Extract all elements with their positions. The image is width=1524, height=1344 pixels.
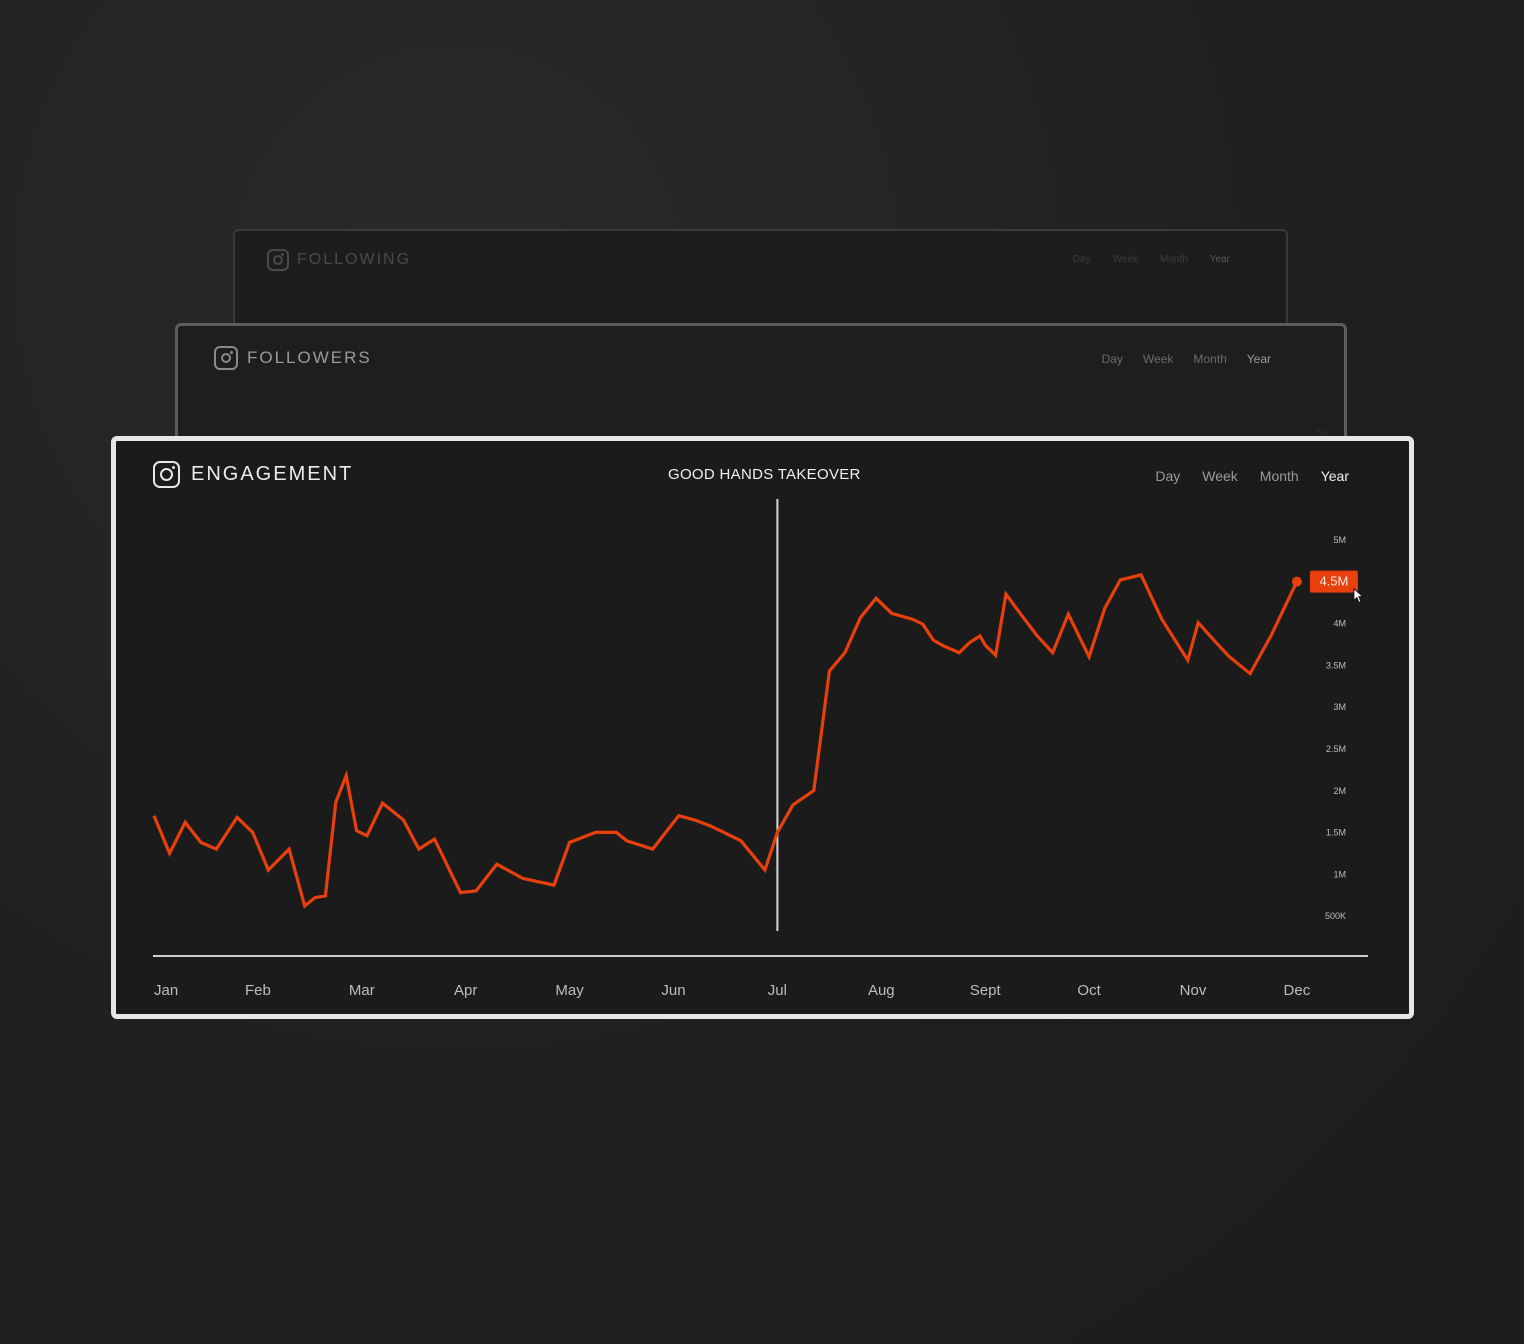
y-tick-label: 3M bbox=[1333, 702, 1346, 712]
engagement-range-selector[interactable]: Day Week Month Year bbox=[1155, 468, 1349, 484]
following-range-day[interactable]: Day bbox=[1072, 254, 1091, 265]
x-tick-label: Jun bbox=[661, 982, 685, 999]
following-range-week[interactable]: Week bbox=[1112, 254, 1138, 265]
engagement-range-year[interactable]: Year bbox=[1320, 468, 1349, 484]
y-tick-label: 3.5M bbox=[1326, 660, 1346, 670]
x-tick-label: Feb bbox=[245, 982, 271, 999]
followers-range-week[interactable]: Week bbox=[1142, 352, 1174, 366]
followers-range-selector[interactable]: Day Week Month Year bbox=[1102, 352, 1271, 366]
followers-range-day[interactable]: Day bbox=[1101, 352, 1123, 366]
y-tick-label: 5M bbox=[1333, 535, 1346, 545]
y-tick-label: 2.5M bbox=[1326, 744, 1346, 754]
x-tick-label: Aug bbox=[868, 982, 895, 999]
y-tick-label: 1.5M bbox=[1326, 828, 1346, 838]
y-tick-label: 2M bbox=[1333, 786, 1346, 796]
engagement-header: ENGAGEMENT bbox=[153, 461, 353, 488]
endpoint-marker bbox=[1291, 576, 1302, 587]
y-tick-label: 1M bbox=[1333, 869, 1346, 879]
x-tick-label: Mar bbox=[349, 982, 375, 999]
following-range-selector[interactable]: Day Week Month Year bbox=[1073, 254, 1230, 265]
followers-title: FOLLOWERS bbox=[247, 348, 372, 367]
chart-layer: Jan Feb Mar Apr May Jun Jul Aug Sept Oct Nov Dec 5M 4… bbox=[152, 499, 1368, 999]
x-tick-label: Jan bbox=[154, 982, 178, 999]
engagement-range-day[interactable]: Day bbox=[1155, 468, 1181, 484]
engagement-chart: Jan Feb Mar Apr May Jun Jul Aug Sept Oct Nov Dec 5M 4… bbox=[152, 499, 1368, 999]
pointer-cursor-icon bbox=[1353, 587, 1365, 604]
following-range-month[interactable]: Month bbox=[1159, 254, 1188, 265]
value-badge-label: 4.5M bbox=[1319, 574, 1348, 589]
takeover-annotation: GOOD HANDS TAKEOVER bbox=[668, 466, 861, 483]
x-tick-label: Jul bbox=[768, 982, 787, 999]
x-tick-label: Sept bbox=[970, 982, 1002, 999]
engagement-title: ENGAGEMENT bbox=[191, 463, 354, 485]
x-tick-label: Nov bbox=[1180, 982, 1207, 999]
followers-header: FOLLOWERS bbox=[214, 346, 372, 370]
following-header: FOLLOWING bbox=[267, 249, 411, 271]
engagement-series-line bbox=[152, 573, 1299, 909]
y-tick-label: 5M bbox=[1317, 428, 1328, 437]
x-tick-label: Dec bbox=[1284, 982, 1311, 999]
engagement-range-month[interactable]: Month bbox=[1259, 468, 1299, 484]
followers-range-year[interactable]: Year bbox=[1246, 352, 1271, 366]
y-tick-label: 4M bbox=[1333, 619, 1346, 629]
following-title: FOLLOWING bbox=[297, 251, 412, 268]
instagram-icon bbox=[153, 461, 180, 488]
instagram-icon bbox=[267, 249, 289, 271]
instagram-icon bbox=[214, 346, 238, 370]
following-range-year[interactable]: Year bbox=[1209, 254, 1230, 265]
value-badge bbox=[1309, 570, 1358, 593]
engagement-range-week[interactable]: Week bbox=[1202, 468, 1238, 484]
x-tick-label: Apr bbox=[454, 982, 477, 999]
y-tick-label: 500K bbox=[1325, 911, 1346, 921]
followers-range-month[interactable]: Month bbox=[1193, 352, 1227, 366]
engagement-card[interactable]: ENGAGEMENT GOOD HANDS TAKEOVER Day Week … bbox=[111, 436, 1414, 1019]
x-tick-label: Oct bbox=[1077, 982, 1101, 999]
x-tick-label: May bbox=[555, 982, 584, 999]
